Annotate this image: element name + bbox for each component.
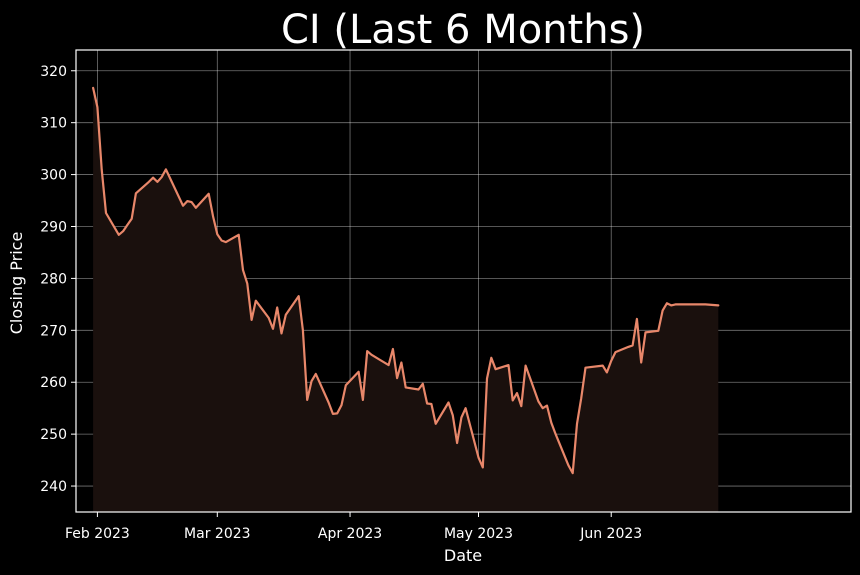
y-tick-label: 280: [40, 271, 67, 287]
x-tick-label: May 2023: [444, 526, 513, 542]
x-tick-label: Mar 2023: [184, 526, 251, 542]
y-tick-label: 290: [40, 219, 67, 235]
x-axis-title: Date: [444, 546, 482, 565]
price-line-layer: [92, 86, 720, 475]
x-axis-ticks: Feb 2023 Mar 2023 Apr 2023 May 2023 Jun 2023: [65, 512, 642, 542]
y-tick-label: 250: [40, 427, 67, 443]
x-tick-label: Apr 2023: [318, 526, 382, 542]
y-axis-ticks: 240 250 260 270 280 290 300 310 320: [40, 64, 76, 495]
y-tick-label: 310: [40, 116, 67, 132]
y-tick-label: 300: [40, 168, 67, 184]
plot-frame: [75, 49, 852, 513]
area-fill-layer: [93, 87, 719, 513]
y-tick-label: 240: [40, 479, 67, 495]
chart-title: CI (Last 6 Months): [281, 7, 645, 53]
y-tick-label: 270: [40, 323, 67, 339]
y-tick-label: 320: [40, 64, 67, 80]
y-axis-title: Closing Price: [7, 232, 26, 335]
x-tick-label: Jun 2023: [579, 526, 642, 542]
price-line: [92, 86, 720, 475]
y-tick-label: 260: [40, 375, 67, 391]
price-area-fill: [93, 87, 719, 513]
x-tick-label: Feb 2023: [65, 526, 130, 542]
